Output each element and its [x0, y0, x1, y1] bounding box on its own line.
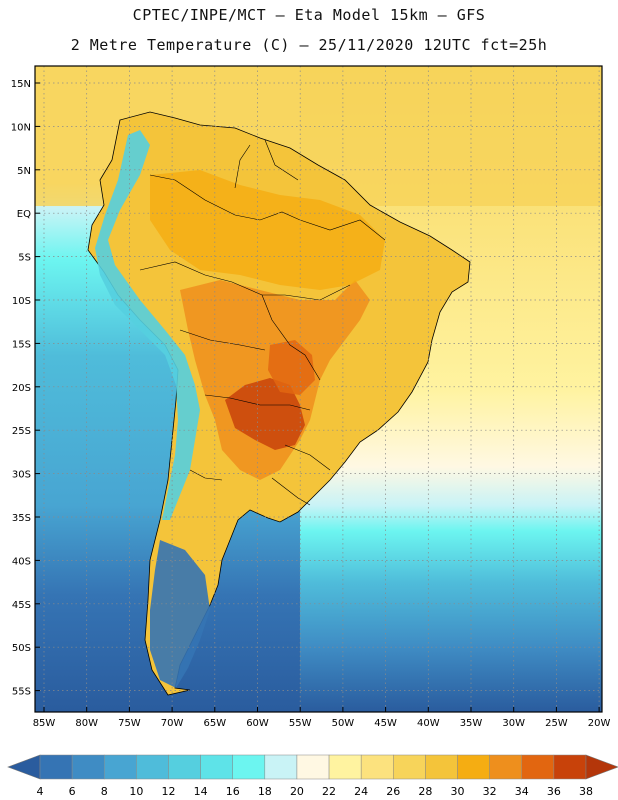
lon-label: 65W [203, 718, 226, 729]
lon-label: 55W [289, 718, 312, 729]
longitude-labels: 85W 80W 75W 70W 65W 60W 55W 50W 45W 40W 35W 30W 25W 2… [33, 707, 611, 729]
lon-label: 60W [246, 718, 269, 729]
lat-label: 45S [12, 600, 31, 611]
colorbar-label: 26 [386, 785, 400, 798]
lon-label: 30W [502, 718, 525, 729]
lat-label: 10S [12, 296, 31, 307]
lat-label: 15S [12, 339, 31, 350]
lat-label: 10N [11, 122, 31, 133]
colorbar-label: 38 [579, 785, 593, 798]
patagonia-cold [150, 540, 210, 688]
graticule-grid [35, 66, 602, 712]
colorbar-swatch [296, 754, 330, 780]
lon-label: 50W [332, 718, 355, 729]
colorbar-label: 20 [290, 785, 304, 798]
lat-label: 50S [12, 643, 31, 654]
lat-label: 20S [12, 383, 31, 394]
colorbar-swatch [103, 754, 137, 780]
colorbar-swatch [136, 754, 169, 780]
lat-label: 5N [17, 166, 31, 177]
colorbar-swatch [425, 754, 458, 780]
lat-label: 25S [12, 426, 31, 437]
lat-label: EQ [17, 209, 31, 220]
colorbar-label: 16 [226, 785, 240, 798]
lon-label: 25W [545, 718, 568, 729]
lon-label: 45W [374, 718, 397, 729]
colorbar-label: 22 [322, 785, 336, 798]
colorbar-swatch [328, 754, 362, 780]
colorbar-label: 28 [418, 785, 432, 798]
land-hot-core [225, 378, 305, 450]
lon-label: 40W [417, 718, 440, 729]
colorbar-swatch [521, 754, 555, 780]
colorbar-swatch [200, 754, 233, 780]
colorbar-swatch [360, 754, 394, 780]
lat-label: 15N [11, 79, 31, 90]
land-warm-north [150, 170, 385, 290]
colorbar-label: 34 [515, 785, 529, 798]
map-title-line1: CPTEC/INPE/MCT – Eta Model 15km – GFS [132, 6, 486, 24]
lon-label: 85W [33, 718, 56, 729]
colorbar-label: 18 [258, 785, 272, 798]
lat-label: 5S [18, 253, 31, 264]
colorbar-swatch [71, 754, 105, 780]
lon-label: 70W [161, 718, 184, 729]
colorbar-swatch [168, 754, 201, 780]
lat-label: 40S [12, 556, 31, 567]
andes-ridge [95, 130, 200, 520]
map-frame [34, 65, 603, 713]
colorbar-label: 24 [354, 785, 368, 798]
colorbar-swatch [393, 754, 426, 780]
colorbar-swatch [232, 754, 266, 780]
lat-label: 55S [12, 687, 31, 698]
lon-label: 35W [460, 718, 483, 729]
colorbar-arrow-low [7, 754, 41, 780]
lon-label: 20W [588, 718, 611, 729]
colorbar-label: 36 [547, 785, 561, 798]
colorbar-arrow-high [585, 754, 618, 780]
colorbar-swatch [39, 754, 73, 780]
colorbar-swatch [553, 754, 587, 780]
lon-label: 75W [118, 718, 141, 729]
colorbar: 4 6 8 10 12 14 16 18 20 22 24 26 28 30 32 34 36 38 [7, 754, 618, 798]
colorbar-label: 30 [451, 785, 465, 798]
colorbar-label: 6 [69, 785, 76, 798]
lat-label: 30S [12, 470, 31, 481]
lon-label: 80W [75, 718, 98, 729]
colorbar-swatch [264, 754, 298, 780]
colorbar-label: 12 [161, 785, 175, 798]
colorbar-label: 32 [483, 785, 497, 798]
colorbar-label: 8 [101, 785, 108, 798]
colorbar-swatch [489, 754, 523, 780]
colorbar-label: 4 [37, 785, 44, 798]
colorbar-label: 14 [194, 785, 208, 798]
colorbar-swatch [457, 754, 490, 780]
lat-label: 35S [12, 513, 31, 524]
map-title-line2: 2 Metre Temperature (C) – 25/11/2020 12U… [70, 36, 548, 54]
latitude-labels: 15N 10N 5N EQ 5S 10S 15S 20S 25S 30S 35S 40S 45S 50S 5… [11, 79, 40, 698]
country-borders [139, 139, 386, 506]
colorbar-label: 10 [129, 785, 143, 798]
